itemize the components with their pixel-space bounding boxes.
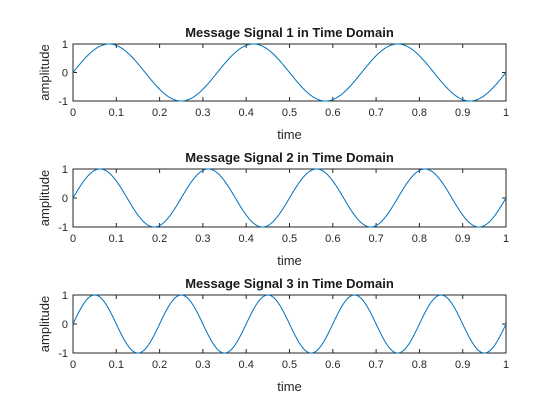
x-tick-label: 0.1 — [109, 107, 124, 119]
x-tick-label: 0.4 — [239, 359, 254, 371]
x-tick-label: 0.8 — [412, 107, 427, 119]
x-tick-label: 0 — [70, 107, 76, 119]
subplot-3: Message Signal 3 in Time Domain 0 0.1 0.2 0.… — [37, 276, 509, 394]
x-tick-label: 0.9 — [455, 107, 470, 119]
x-tick-label: 0.5 — [282, 359, 297, 371]
x-tick-label: 0.3 — [195, 233, 210, 245]
y-tick-label: 0 — [62, 68, 68, 80]
x-tick-label: 0.4 — [239, 107, 254, 119]
x-tick-label: 0.7 — [368, 359, 383, 371]
y-tick-label: 1 — [62, 164, 68, 176]
x-tick-label: 0.1 — [109, 359, 124, 371]
x-tick-label: 0.2 — [152, 233, 167, 245]
chart-title: Message Signal 1 in Time Domain — [185, 25, 394, 40]
x-tick-label: 0.3 — [195, 359, 210, 371]
x-tick-label: 0.6 — [325, 233, 340, 245]
y-axis-label: amplitude — [37, 296, 52, 352]
x-tick-label: 1 — [503, 359, 509, 371]
x-tick-label: 0.3 — [195, 107, 210, 119]
x-tick-label: 0.5 — [282, 107, 297, 119]
y-tick-label: -1 — [58, 222, 68, 234]
x-axis-label: time — [277, 253, 302, 268]
y-tick-label: 1 — [62, 290, 68, 302]
x-tick-label: 1 — [503, 233, 509, 245]
x-tick-label: 0.7 — [368, 233, 383, 245]
subplot-2: Message Signal 2 in Time Domain 0 0.1 0.2 0.… — [37, 150, 509, 268]
chart-title: Message Signal 3 in Time Domain — [185, 276, 394, 291]
subplot-1: Message Signal 1 in Time Domain 0 0.1 0.2 0.… — [37, 25, 509, 142]
y-axis-label: amplitude — [37, 44, 52, 100]
x-tick-label: 0.7 — [368, 107, 383, 119]
x-tick-label: 0.8 — [412, 359, 427, 371]
y-tick-label: 1 — [62, 39, 68, 51]
y-axis-label: amplitude — [37, 170, 52, 226]
x-tick-label: 0 — [70, 359, 76, 371]
x-tick-label: 0.8 — [412, 233, 427, 245]
x-tick-label: 0.6 — [325, 107, 340, 119]
x-tick-label: 1 — [503, 107, 509, 119]
y-tick-label: -1 — [58, 348, 68, 360]
x-tick-label: 0.5 — [282, 233, 297, 245]
x-axis-label: time — [277, 379, 302, 394]
chart-title: Message Signal 2 in Time Domain — [185, 150, 394, 165]
signal-line-1 — [72, 294, 507, 354]
x-tick-label: 0.4 — [239, 233, 254, 245]
y-tick-label: -1 — [58, 96, 68, 108]
x-tick-label: 0.6 — [325, 359, 340, 371]
x-tick-label: 0 — [70, 233, 76, 245]
y-tick-label: 0 — [62, 319, 68, 331]
signal-line-1 — [72, 43, 507, 102]
x-tick-label: 0.9 — [455, 359, 470, 371]
x-axis-label: time — [277, 127, 302, 142]
y-tick-label: 0 — [62, 193, 68, 205]
x-tick-label: 0.1 — [109, 233, 124, 245]
signal-line-1 — [72, 168, 507, 228]
x-tick-label: 0.2 — [152, 359, 167, 371]
x-tick-label: 0.9 — [455, 233, 470, 245]
x-tick-label: 0.2 — [152, 107, 167, 119]
